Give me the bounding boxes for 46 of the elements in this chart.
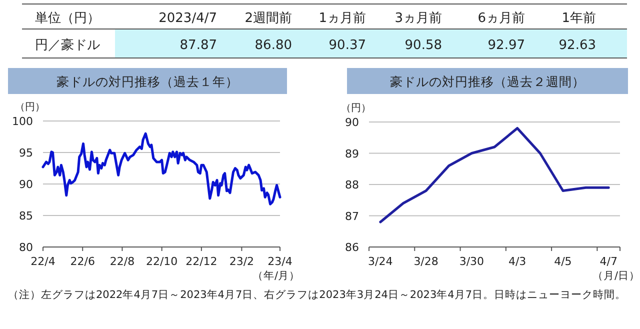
- category-label: 1年前: [562, 11, 596, 26]
- y-axis-title: （円）: [15, 102, 45, 113]
- series-label: 円／豪ドル: [35, 38, 100, 53]
- x-tick-label: 22/6: [70, 255, 95, 268]
- x-tick-label: 22/12: [186, 255, 218, 268]
- data-label: 90.37: [328, 38, 366, 53]
- data-label: 87.87: [180, 38, 217, 53]
- x-tick-label: 4/5: [554, 255, 572, 268]
- y-tick-label: 100: [12, 115, 33, 128]
- category-label: 2週間前: [244, 11, 292, 26]
- x-tick-label: 22/8: [110, 255, 135, 268]
- chart-title: 豪ドルの対円推移（過去１年）: [56, 74, 238, 89]
- x-tick-label: 22/4: [30, 255, 56, 268]
- category-label: 2023/4/7: [158, 11, 217, 26]
- y-tick-label: 95: [19, 146, 33, 160]
- y-tick-label: 90: [19, 178, 33, 191]
- text: （注）左グラフは2022年4月7日～2023年4月7日、右グラフは2023年3月24日～2023年4月7日。日時はニューヨーク時間。: [8, 288, 626, 301]
- y-tick-label: 80: [19, 241, 33, 254]
- y-tick-label: 90: [345, 116, 359, 129]
- line-series: [42, 132, 282, 206]
- data-label: 92.97: [488, 38, 525, 53]
- y-tick-label: 87: [345, 210, 359, 223]
- y-tick-label: 85: [19, 210, 33, 222]
- y-axis-title: （円）: [341, 103, 371, 114]
- x-tick-label: 23/4: [268, 255, 292, 268]
- x-axis-title: （年/月）: [252, 270, 300, 282]
- data-label: 86.80: [254, 38, 292, 53]
- x-tick-label: 4/7: [600, 255, 618, 268]
- y-tick-label: 88: [345, 178, 359, 192]
- chart-title: 豪ドルの対円推移（過去２週間）: [390, 74, 585, 89]
- x-tick-label: 22/10: [146, 255, 178, 268]
- data-label: 90.58: [404, 38, 442, 53]
- line-series: [379, 127, 610, 224]
- x-tick-label: 3/24: [368, 255, 393, 268]
- category-label: 1ヵ月前: [318, 11, 366, 26]
- x-tick-label: 3/28: [414, 255, 438, 268]
- x-tick-label: 3/30: [459, 255, 484, 268]
- x-tick-label: 23/2: [229, 255, 254, 268]
- x-tick-label: 4/3: [508, 255, 526, 268]
- category-label: 6ヵ月前: [478, 11, 525, 26]
- text: 単位（円）: [35, 11, 100, 26]
- data-label: 92.63: [558, 38, 596, 53]
- y-tick-label: 86: [345, 241, 359, 254]
- category-label: 3ヵ月前: [394, 11, 442, 26]
- x-axis-title: （月/日）: [592, 270, 640, 282]
- y-tick-label: 89: [345, 147, 359, 160]
